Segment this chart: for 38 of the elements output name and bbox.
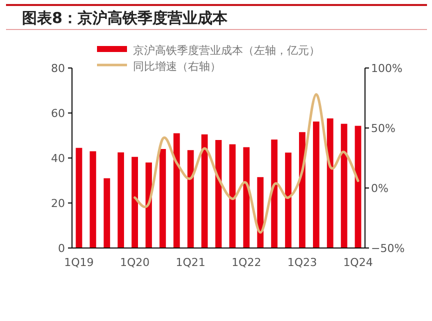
x-tick-label: 1Q23 — [287, 256, 318, 269]
x-tick-label: 1Q19 — [64, 256, 94, 269]
x-tick-label: 1Q22 — [232, 256, 262, 269]
bar — [285, 152, 292, 248]
bar — [146, 162, 152, 248]
bar — [229, 144, 236, 248]
legend-label: 京沪高铁季度营业成本（左轴，亿元） — [133, 44, 320, 57]
bar — [201, 134, 208, 248]
chart-title: 图表8：京沪高铁季度营业成本 — [22, 9, 228, 27]
x-tick-label: 1Q24 — [343, 256, 373, 269]
bar — [299, 132, 306, 248]
y-tick-label: 0 — [58, 242, 65, 255]
bar — [326, 118, 334, 248]
bar — [173, 133, 180, 248]
y-tick-label: 80 — [51, 62, 65, 75]
y-tick-label: 20 — [51, 197, 65, 210]
x-tick-label: 1Q21 — [176, 256, 206, 269]
bar — [90, 151, 96, 248]
bar — [159, 149, 166, 248]
bar — [340, 124, 348, 248]
legend-label: 同比增速（右轴） — [133, 60, 221, 73]
bar — [312, 122, 320, 248]
bar — [271, 140, 278, 248]
bar — [354, 126, 362, 248]
x-tick-label: 1Q20 — [120, 256, 150, 269]
y-tick-label: 40 — [51, 152, 65, 165]
bar — [76, 148, 82, 248]
y-tick-label: 60 — [51, 107, 65, 120]
bar — [118, 152, 124, 248]
y2-tick-label: 50% — [371, 122, 396, 135]
y2-tick-label: −50% — [371, 242, 405, 255]
bar — [243, 147, 250, 248]
y2-tick-label: 100% — [371, 62, 402, 75]
y2-tick-label: 0% — [371, 182, 388, 195]
bar — [257, 177, 264, 248]
bar — [104, 178, 110, 248]
bar — [132, 156, 138, 248]
bar — [187, 150, 194, 248]
